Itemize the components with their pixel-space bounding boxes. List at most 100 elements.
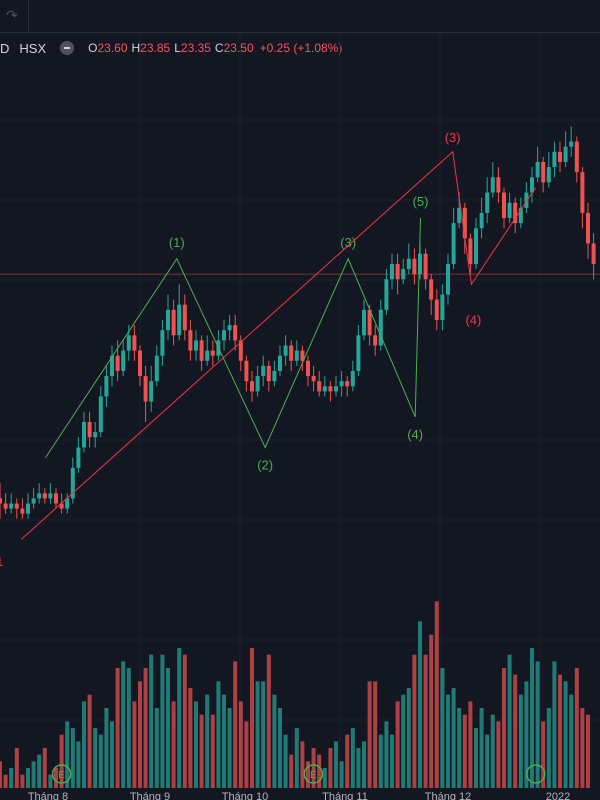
volume-bar xyxy=(322,768,327,788)
candle-body xyxy=(233,325,238,341)
volume-bar xyxy=(177,648,182,788)
candle-body xyxy=(345,381,350,387)
volume-bar xyxy=(3,774,8,788)
volume-bar xyxy=(311,748,316,788)
candle-body xyxy=(70,467,75,499)
volume-bar xyxy=(328,748,333,788)
x-axis-label: Tháng 9 xyxy=(130,791,170,800)
volume-bar xyxy=(541,721,546,788)
candle-body xyxy=(513,202,518,224)
x-axis-label: Tháng 11 xyxy=(322,791,368,800)
ohlc-open-value: 23.60 xyxy=(97,41,128,55)
symbol-legend: D HSX O23.60 H23.85 L23.35 C23.50 +0.25 … xyxy=(0,38,342,58)
volume-bar xyxy=(412,654,417,788)
candle-body xyxy=(3,503,8,509)
wave-label: (2) xyxy=(257,457,273,472)
volume-bar xyxy=(272,694,277,788)
volume-bar xyxy=(580,708,585,788)
volume-bar xyxy=(166,668,170,788)
volume-bar xyxy=(93,728,98,788)
candle-body xyxy=(367,309,372,336)
candle-body xyxy=(322,386,327,392)
volume-bar xyxy=(82,701,86,788)
candle-body xyxy=(535,161,540,178)
volume-bar xyxy=(563,681,568,788)
candle-body xyxy=(558,151,562,162)
candle-body xyxy=(154,355,159,382)
candle-body xyxy=(227,325,232,331)
x-axis-label: Tháng 10 xyxy=(222,791,268,800)
volume-bar xyxy=(154,708,159,788)
candle-body xyxy=(98,396,103,433)
candle-body xyxy=(283,345,288,356)
candle-body xyxy=(406,258,411,270)
volume-bar xyxy=(451,688,456,788)
volume-bar xyxy=(255,681,260,788)
candle-body xyxy=(143,376,148,402)
event-marker-label: E xyxy=(310,770,317,781)
volume-bar xyxy=(345,734,350,788)
volume-bar xyxy=(384,721,389,788)
candle-body xyxy=(574,141,579,173)
candle-body xyxy=(474,228,478,264)
candle-body xyxy=(138,350,142,377)
price-change: +0.25 (+1.08%) xyxy=(259,41,343,55)
volume-bar xyxy=(390,734,394,788)
candle-body xyxy=(373,335,378,346)
candle-body xyxy=(48,493,53,499)
candle-body xyxy=(14,503,19,509)
candle-body xyxy=(451,223,456,264)
volume-bar xyxy=(37,754,42,788)
volume-bar xyxy=(59,734,64,788)
candle-body xyxy=(37,493,42,499)
candle-body xyxy=(166,309,170,331)
candle-body xyxy=(289,345,294,361)
candle-body xyxy=(457,207,462,224)
candle-body xyxy=(266,365,271,382)
volume-bar xyxy=(216,681,221,788)
volume-bar xyxy=(423,654,428,788)
volume-bar xyxy=(210,714,215,788)
candle-body xyxy=(294,350,299,361)
candle-body xyxy=(238,340,243,361)
volume-bar xyxy=(194,701,198,788)
x-axis-label: 2022 xyxy=(546,791,570,800)
volume-bar xyxy=(70,728,75,788)
collapse-legend-icon[interactable] xyxy=(60,41,75,55)
candle-body xyxy=(31,498,36,504)
ohlc-low-value: 23.35 xyxy=(180,41,211,55)
candle-body xyxy=(334,386,338,392)
symbol-name[interactable]: D xyxy=(0,40,10,56)
top-toolbar: ↷ xyxy=(0,0,600,33)
candle-body xyxy=(502,192,506,219)
candle-body xyxy=(76,447,81,468)
ohlc-close-value: 23.50 xyxy=(223,41,254,55)
volume-bar xyxy=(126,668,131,788)
volume-bar xyxy=(558,674,562,788)
candle-body xyxy=(563,146,568,162)
volume-bar xyxy=(115,668,120,788)
volume-bar xyxy=(14,748,19,788)
candle-body xyxy=(440,294,445,320)
candle-body xyxy=(541,161,546,183)
candle-body xyxy=(586,212,590,244)
volume-bar xyxy=(9,768,14,788)
volume-bar xyxy=(485,734,490,788)
candle-body xyxy=(160,330,165,356)
candle-body xyxy=(339,381,344,387)
ohlc-high-value: 23.85 xyxy=(140,41,171,55)
volume-bar xyxy=(334,741,338,788)
volume-bar xyxy=(294,728,299,788)
candle-body xyxy=(446,263,450,295)
redo-icon[interactable]: ↷ xyxy=(6,7,18,23)
candle-body xyxy=(552,151,557,168)
volume-bar xyxy=(244,721,249,788)
red-wave-label: (4) xyxy=(465,312,481,327)
candle-body xyxy=(569,141,574,147)
candle-body xyxy=(317,381,322,392)
candle-body xyxy=(468,238,473,264)
volume-bar xyxy=(373,681,378,788)
candle-body xyxy=(54,493,58,504)
volume-bar xyxy=(143,668,148,788)
